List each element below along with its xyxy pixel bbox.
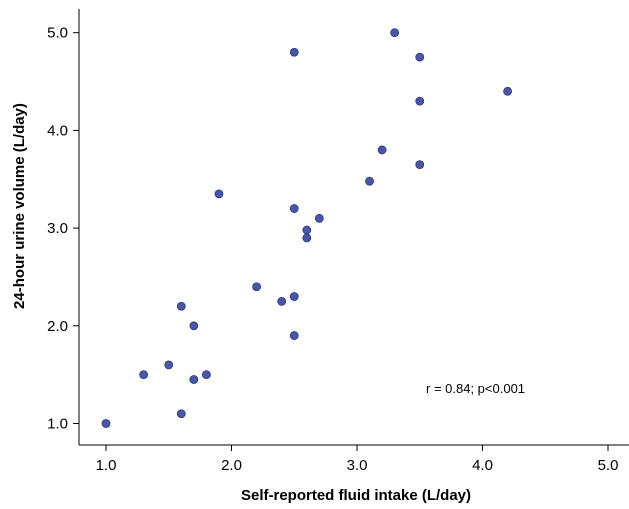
data-point (189, 321, 199, 331)
data-point (314, 213, 324, 223)
data-point (289, 204, 299, 213)
data-point (365, 176, 374, 186)
y-axis-label: 24-hour urine volume (L/day) (11, 103, 28, 309)
y-tick-label: 3.0 (47, 220, 68, 237)
data-point (176, 409, 186, 419)
data-point (377, 145, 387, 155)
data-point (252, 282, 262, 292)
y-tick-label: 4.0 (47, 122, 68, 139)
x-tick-label: 4.0 (472, 457, 493, 474)
data-point (415, 52, 425, 62)
data-point (277, 296, 287, 306)
y-tick-label: 5.0 (47, 25, 68, 42)
y-axis-ticks: 1.0 2.0 3.0 4.0 5.0 (47, 25, 79, 433)
data-point (189, 375, 199, 384)
x-tick-label: 3.0 (347, 457, 368, 474)
x-axis-label: Self-reported fluid intake (L/day) (241, 487, 471, 504)
data-point (214, 189, 224, 199)
data-point (302, 233, 312, 243)
correlation-annotation: r = 0.84; p<0.001 (426, 381, 525, 396)
data-point (101, 419, 111, 428)
data-point (164, 360, 174, 370)
data-point (176, 301, 186, 311)
data-point (289, 292, 299, 301)
data-points (101, 28, 513, 428)
x-axis-ticks: 1.0 2.0 3.0 4.0 5.0 (96, 445, 619, 474)
y-tick-label: 1.0 (47, 416, 68, 433)
x-tick-label: 1.0 (96, 457, 117, 474)
data-point (503, 86, 513, 96)
data-point (139, 370, 149, 380)
data-point (302, 225, 312, 235)
y-tick-label: 2.0 (47, 318, 68, 335)
data-point (415, 96, 425, 106)
data-point (289, 47, 299, 57)
data-point (390, 28, 400, 38)
plot-area (79, 9, 629, 445)
x-tick-label: 2.0 (221, 457, 242, 474)
data-point (415, 160, 425, 169)
data-point (201, 370, 211, 380)
x-tick-label: 5.0 (598, 457, 619, 474)
data-point (289, 331, 299, 340)
